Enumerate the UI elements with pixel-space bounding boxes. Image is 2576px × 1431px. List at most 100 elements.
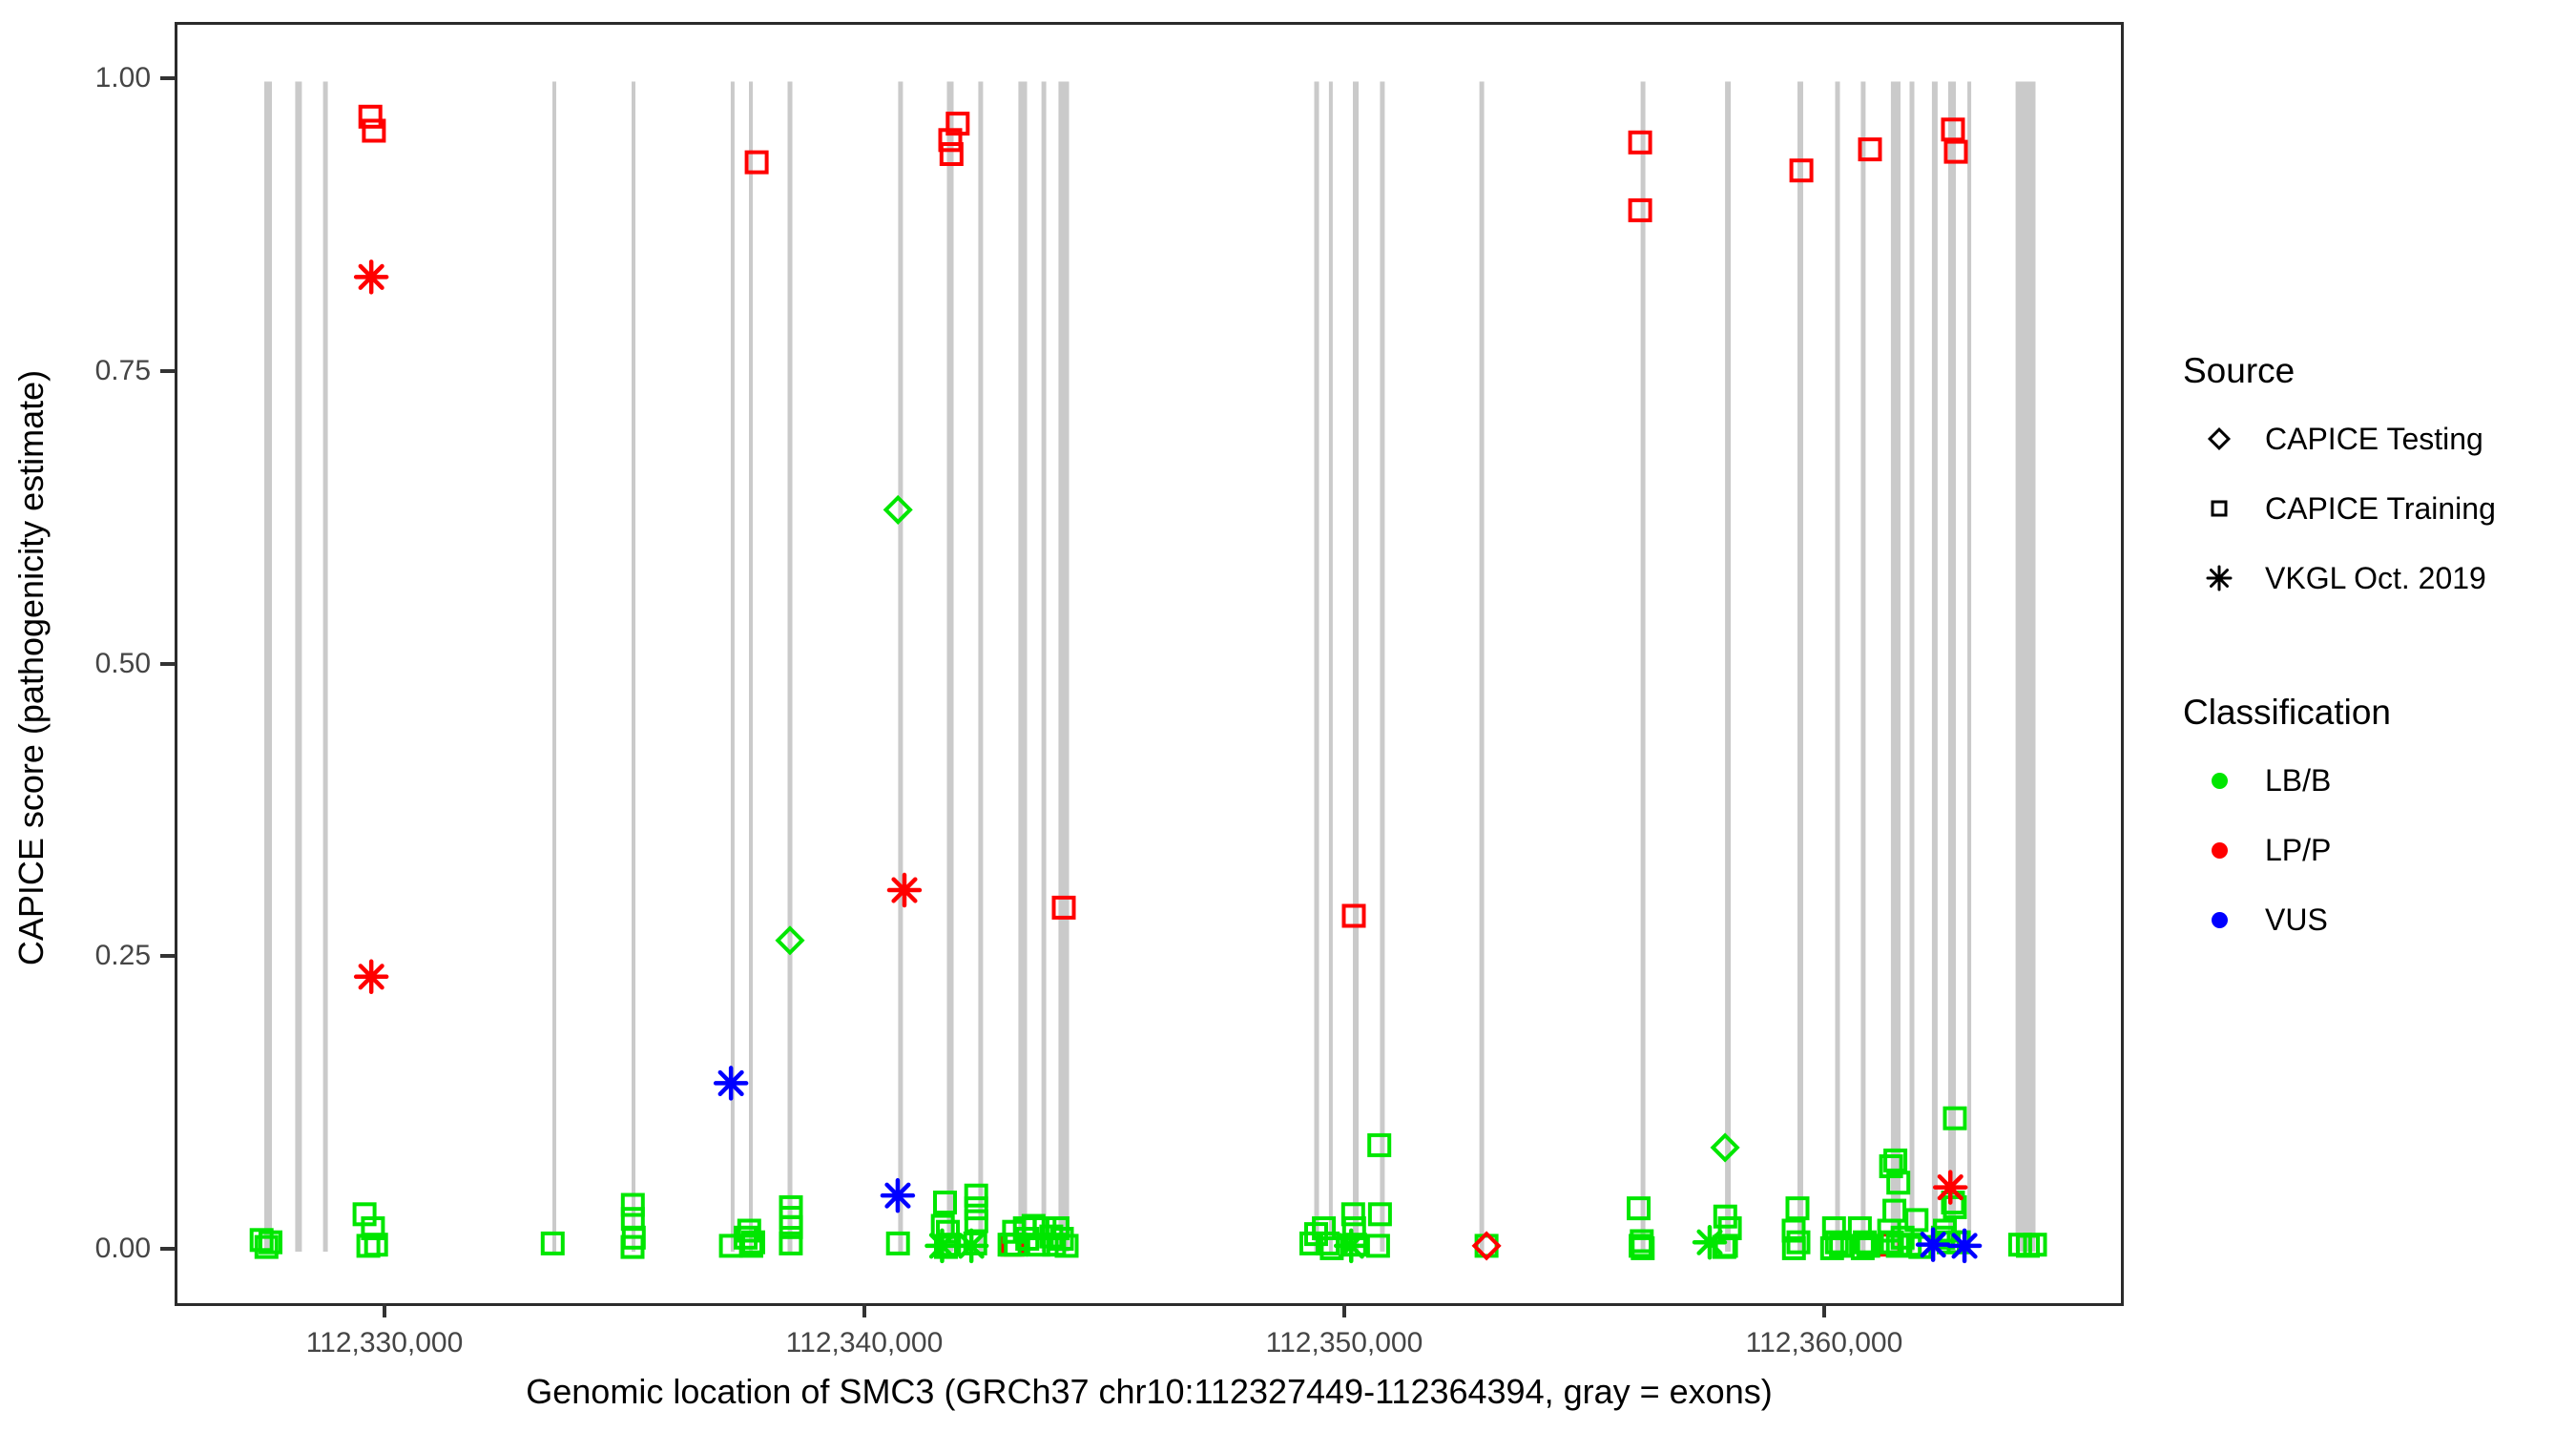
legend-source-item-row: CAPICE Testing bbox=[2183, 416, 2568, 462]
data-point-square bbox=[1943, 139, 1968, 164]
data-point-square bbox=[933, 1191, 957, 1214]
data-point-square bbox=[964, 1209, 988, 1234]
data-point-square bbox=[1886, 1171, 1911, 1195]
data-point-square bbox=[779, 1231, 803, 1255]
data-point-asterisk bbox=[353, 959, 389, 995]
exon-bar bbox=[1860, 81, 1866, 1252]
data-point-square bbox=[620, 1192, 645, 1217]
exon-bar bbox=[978, 81, 984, 1252]
data-point-square bbox=[1786, 1230, 1811, 1255]
legend-dot-symbol bbox=[2183, 911, 2255, 928]
exon-bar bbox=[946, 81, 954, 1252]
legend-source-item-label: VKGL Oct. 2019 bbox=[2265, 560, 2486, 595]
data-point-square bbox=[1789, 158, 1814, 183]
data-point-square bbox=[1049, 1227, 1074, 1251]
data-point-asterisk bbox=[886, 872, 923, 908]
legend-classification-items: LB/B LP/P VUS bbox=[2183, 757, 2568, 943]
data-point-square bbox=[939, 142, 964, 166]
legend-dot-symbol bbox=[2183, 772, 2255, 789]
data-point-asterisk bbox=[713, 1066, 749, 1101]
y-tick-mark bbox=[160, 661, 175, 666]
diamond-icon bbox=[2207, 426, 2232, 451]
x-tick-label: 112,350,000 bbox=[1265, 1327, 1423, 1358]
legend-source-items: CAPICE Testing CAPICE Training VKGL Oct. 2… bbox=[2183, 416, 2568, 601]
exon-bar bbox=[1479, 81, 1485, 1252]
exon-bar bbox=[322, 81, 328, 1252]
y-tick-label: 0.25 bbox=[94, 940, 151, 972]
data-point-square bbox=[1042, 1233, 1067, 1257]
data-point-square bbox=[1340, 1202, 1365, 1227]
data-point-square bbox=[1781, 1235, 1806, 1260]
legend-source-item-row: CAPICE Training bbox=[2183, 486, 2568, 531]
x-tick-mark bbox=[1821, 1303, 1826, 1317]
exon-bar bbox=[1931, 81, 1938, 1252]
x-axis-title: Genomic location of SMC3 (GRCh37 chr10:1… bbox=[526, 1372, 1773, 1411]
x-tick-label: 112,360,000 bbox=[1745, 1327, 1903, 1358]
data-point-asterisk bbox=[880, 1177, 916, 1213]
legend-classification-item-label: LB/B bbox=[2265, 762, 2332, 798]
exon-bar bbox=[1725, 81, 1732, 1252]
legend-color-dot bbox=[2211, 841, 2228, 859]
data-point-square bbox=[1628, 197, 1652, 222]
data-point-square bbox=[938, 128, 963, 153]
legend-classification-item-label: VUS bbox=[2265, 902, 2328, 937]
legend-color-dot bbox=[2211, 772, 2228, 789]
exon-bar bbox=[1328, 81, 1333, 1252]
y-tick-mark bbox=[160, 954, 175, 959]
data-point-square bbox=[1631, 1235, 1655, 1260]
data-point-square bbox=[1942, 1106, 1967, 1130]
legend-classification-item-row: VUS bbox=[2183, 897, 2568, 943]
data-point-square bbox=[1341, 903, 1366, 928]
data-point-square bbox=[1628, 130, 1652, 155]
data-point-square bbox=[1367, 1132, 1392, 1157]
exon-bar bbox=[749, 81, 753, 1252]
data-point-square bbox=[1785, 1196, 1810, 1221]
data-point-square bbox=[1319, 1235, 1344, 1260]
exon-bar bbox=[1058, 81, 1070, 1252]
data-point-asterisk bbox=[1946, 1228, 1983, 1264]
legend-classification-item-label: LP/P bbox=[2265, 832, 2332, 867]
data-point-square bbox=[1051, 895, 1076, 920]
y-tick-mark bbox=[160, 369, 175, 374]
x-tick-mark bbox=[1341, 1303, 1346, 1317]
data-point-square bbox=[741, 1230, 765, 1255]
data-point-square bbox=[620, 1234, 645, 1259]
data-point-asterisk bbox=[924, 1228, 960, 1264]
data-point-square bbox=[259, 1230, 282, 1255]
y-tick-label: 0.50 bbox=[94, 647, 151, 679]
exon-bar bbox=[1835, 81, 1840, 1252]
data-point-square bbox=[1342, 1233, 1367, 1257]
data-point-square bbox=[362, 118, 386, 143]
exon-bar bbox=[1041, 81, 1047, 1252]
y-tick-mark bbox=[160, 76, 175, 81]
exon-bar bbox=[552, 81, 556, 1252]
exon-bar bbox=[1353, 81, 1359, 1252]
y-tick-mark bbox=[160, 1247, 175, 1252]
data-point-square bbox=[1712, 1234, 1736, 1259]
data-point-square bbox=[364, 1233, 388, 1257]
exon-bar bbox=[2015, 81, 2036, 1252]
data-point-square bbox=[1850, 1235, 1875, 1260]
data-point-square bbox=[963, 1231, 987, 1255]
data-point-square bbox=[885, 1231, 910, 1255]
legend-classification-item-row: LB/B bbox=[2183, 757, 2568, 803]
data-point-square bbox=[361, 1216, 385, 1240]
exon-bar bbox=[1967, 81, 1972, 1252]
data-point-square bbox=[1367, 1202, 1392, 1227]
legend-source-title: Source bbox=[2183, 351, 2296, 390]
data-point-square bbox=[1904, 1208, 1929, 1233]
data-point-square bbox=[1054, 1234, 1079, 1258]
data-point-square bbox=[1316, 1231, 1340, 1255]
exon-bar bbox=[264, 81, 272, 1252]
exon-bar bbox=[1314, 81, 1319, 1252]
exon-bar bbox=[1948, 81, 1956, 1252]
data-point-square bbox=[1824, 1230, 1849, 1255]
exon-bar bbox=[898, 81, 904, 1252]
exon-bar bbox=[730, 81, 735, 1252]
data-point-square bbox=[779, 1214, 803, 1239]
data-point-square bbox=[1856, 1234, 1880, 1258]
data-point-square bbox=[254, 1234, 279, 1259]
data-point-asterisk bbox=[1915, 1227, 1951, 1262]
x-tick-mark bbox=[862, 1303, 866, 1317]
